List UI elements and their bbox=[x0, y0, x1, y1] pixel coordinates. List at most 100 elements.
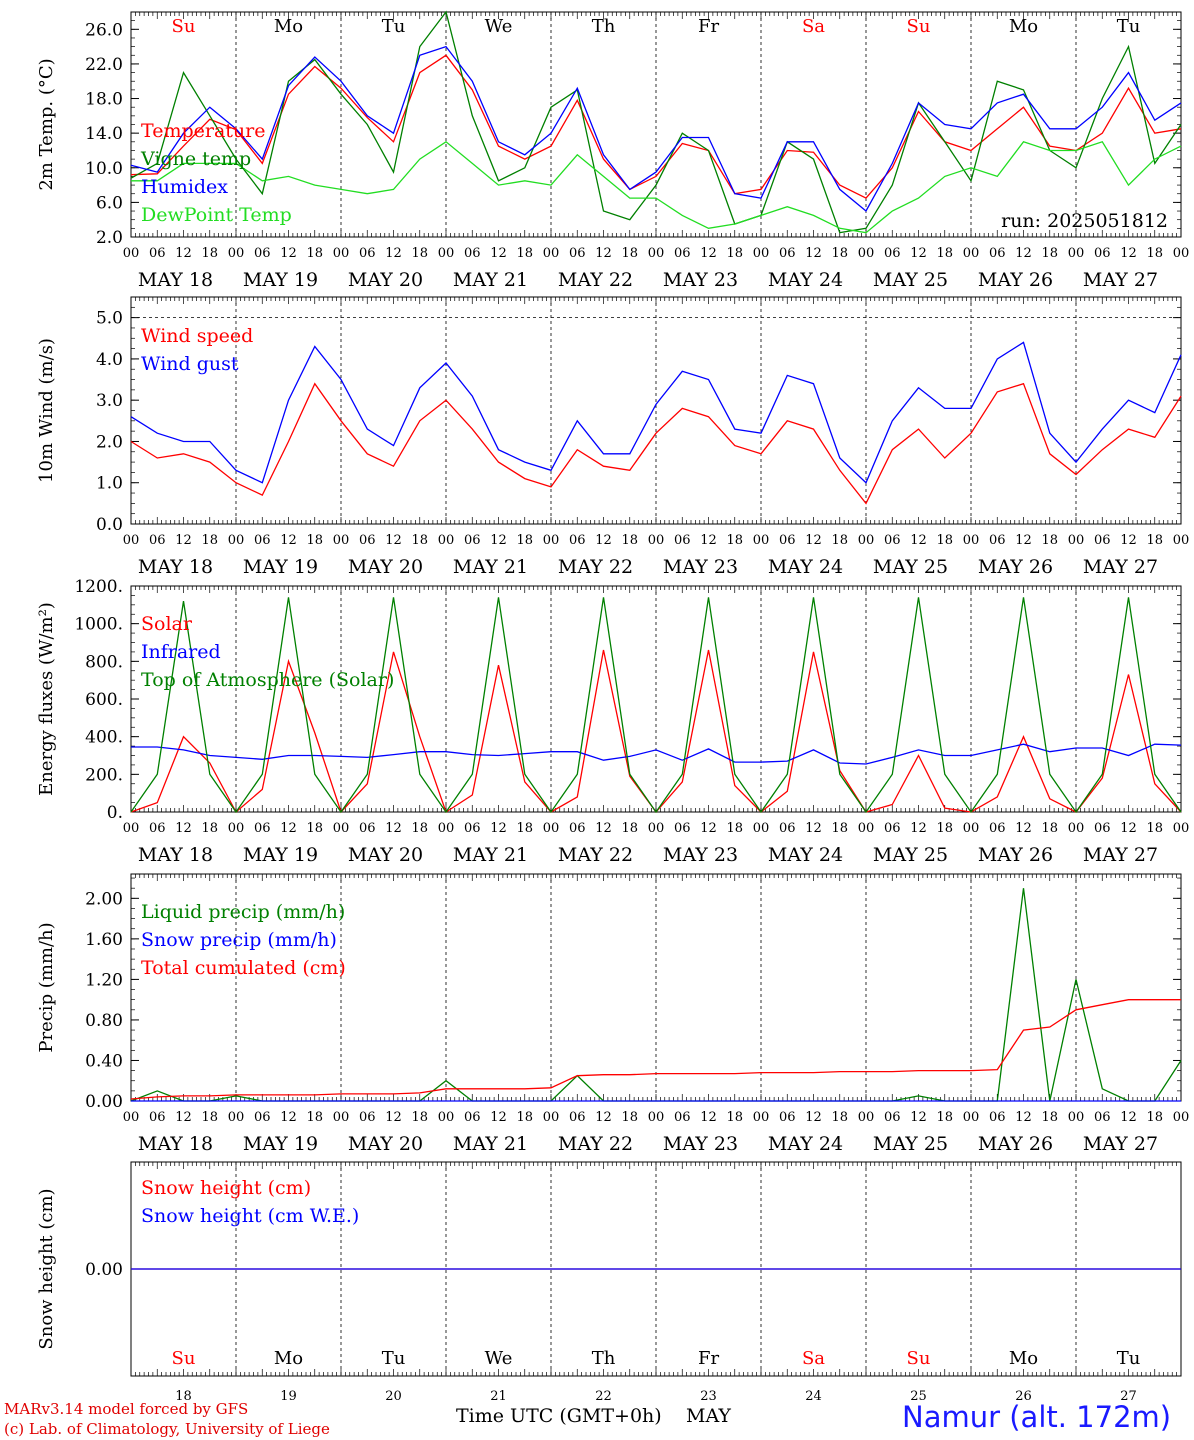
weekday-label: Mo bbox=[1009, 1348, 1038, 1369]
y-tick-label: 0.00 bbox=[85, 1260, 123, 1280]
x-hour-label: 18 bbox=[201, 533, 218, 548]
y-tick-label: 5.0 bbox=[96, 309, 123, 329]
x-hour-label: 00 bbox=[228, 1110, 245, 1125]
weekday-label: Th bbox=[592, 16, 616, 37]
x-hour-label: 06 bbox=[884, 533, 901, 548]
x-date-label: MAY 20 bbox=[348, 844, 423, 866]
x-hour-label: 00 bbox=[1173, 821, 1190, 836]
x-hour-label: 12 bbox=[595, 246, 612, 261]
y-axis-label: Snow height (cm) bbox=[36, 1188, 57, 1349]
x-hour-label: 12 bbox=[490, 246, 507, 261]
series-line-dewpoint-temp bbox=[131, 140, 1182, 234]
x-date-label: MAY 23 bbox=[663, 844, 738, 866]
y-tick-label: 26.0 bbox=[85, 20, 123, 40]
y-tick-label: 1000. bbox=[74, 615, 123, 635]
x-hour-label: 18 bbox=[201, 821, 218, 836]
x-hour-label: 06 bbox=[464, 246, 481, 261]
x-hour-label: 06 bbox=[254, 246, 271, 261]
x-hour-label: 18 bbox=[411, 246, 428, 261]
weekday-label: Fr bbox=[698, 16, 719, 37]
x-hour-label: 06 bbox=[884, 821, 901, 836]
x-hour-label: 18 bbox=[201, 1110, 218, 1125]
x-date-label: MAY 21 bbox=[453, 1133, 528, 1155]
x-hour-label: 06 bbox=[779, 1110, 796, 1125]
y-tick-label: 2.0 bbox=[96, 228, 123, 248]
x-hour-label: 12 bbox=[280, 821, 297, 836]
x-hour-label: 12 bbox=[490, 821, 507, 836]
x-hour-label: 06 bbox=[359, 1110, 376, 1125]
x-hour-label: 00 bbox=[228, 533, 245, 548]
run-label: run: 2025051812 bbox=[1001, 210, 1168, 232]
day-number-label: 27 bbox=[1120, 1389, 1137, 1404]
y-tick-label: 600. bbox=[85, 690, 123, 710]
x-hour-label: 00 bbox=[333, 533, 350, 548]
x-hour-label: 12 bbox=[1015, 533, 1032, 548]
x-hour-label: 12 bbox=[805, 821, 822, 836]
x-hour-label: 00 bbox=[333, 246, 350, 261]
x-hour-label: 00 bbox=[1173, 533, 1190, 548]
x-hour-label: 06 bbox=[569, 246, 586, 261]
y-tick-label: 0.80 bbox=[85, 1011, 123, 1031]
x-date-label: MAY 19 bbox=[243, 1133, 318, 1155]
x-hour-label: 18 bbox=[726, 533, 743, 548]
x-hour-label: 18 bbox=[516, 246, 533, 261]
credit-model: MARv3.14 model forced by GFS bbox=[4, 1400, 249, 1418]
x-hour-label: 18 bbox=[936, 533, 953, 548]
x-hour-label: 06 bbox=[569, 1110, 586, 1125]
x-hour-label: 18 bbox=[411, 821, 428, 836]
x-date-label: MAY 20 bbox=[348, 1133, 423, 1155]
series-line-total-cumulated-cm- bbox=[130, 999, 1181, 1100]
x-hour-label: 00 bbox=[963, 246, 980, 261]
legend-entry: Wind gust bbox=[141, 353, 239, 375]
day-number-label: 18 bbox=[175, 1389, 192, 1404]
x-hour-label: 00 bbox=[123, 821, 140, 836]
series-line-top-of-atmosphere-solar- bbox=[130, 597, 1182, 814]
x-hour-label: 18 bbox=[1041, 533, 1058, 548]
weekday-label: Mo bbox=[1009, 16, 1038, 37]
x-date-label: MAY 18 bbox=[138, 269, 213, 291]
x-hour-label: 06 bbox=[1094, 533, 1111, 548]
x-date-label: MAY 24 bbox=[768, 269, 843, 291]
y-tick-label: 400. bbox=[85, 728, 123, 748]
x-hour-label: 18 bbox=[516, 821, 533, 836]
legend-entry: Top of Atmosphere (Solar) bbox=[141, 669, 394, 691]
x-hour-label: 18 bbox=[936, 821, 953, 836]
series-line-infrared bbox=[131, 743, 1182, 765]
x-date-label: MAY 22 bbox=[558, 844, 633, 866]
x-hour-label: 12 bbox=[910, 821, 927, 836]
weekday-label: Tu bbox=[1117, 16, 1141, 37]
x-date-label: MAY 26 bbox=[978, 1133, 1053, 1155]
x-hour-label: 00 bbox=[648, 1110, 665, 1125]
x-hour-label: 12 bbox=[910, 246, 927, 261]
y-tick-label: 2.00 bbox=[85, 889, 123, 909]
legend-entry: Snow height (cm) bbox=[141, 1177, 311, 1199]
x-date-label: MAY 22 bbox=[558, 1133, 633, 1155]
x-hour-label: 06 bbox=[464, 1110, 481, 1125]
y-axis-label: 2m Temp. (°C) bbox=[36, 58, 57, 190]
x-hour-label: 18 bbox=[621, 533, 638, 548]
weekday-label: Sa bbox=[802, 16, 825, 37]
x-hour-label: 00 bbox=[123, 533, 140, 548]
x-hour-label: 00 bbox=[753, 533, 770, 548]
x-hour-label: 12 bbox=[700, 533, 717, 548]
y-tick-label: 18.0 bbox=[85, 90, 123, 110]
x-hour-label: 18 bbox=[306, 533, 323, 548]
legend-entry: Vigne temp bbox=[140, 148, 251, 170]
x-hour-label: 00 bbox=[858, 246, 875, 261]
x-hour-label: 00 bbox=[1068, 821, 1085, 836]
x-hour-label: 06 bbox=[254, 533, 271, 548]
x-hour-label: 18 bbox=[411, 533, 428, 548]
x-date-label: MAY 22 bbox=[558, 269, 633, 291]
x-hour-label: 12 bbox=[595, 1110, 612, 1125]
weekday-label: Tu bbox=[382, 16, 406, 37]
x-hour-label: 06 bbox=[989, 246, 1006, 261]
x-hour-label: 00 bbox=[1068, 1110, 1085, 1125]
legend-entry: Snow precip (mm/h) bbox=[141, 929, 337, 951]
x-hour-label: 00 bbox=[753, 821, 770, 836]
x-hour-label: 06 bbox=[779, 533, 796, 548]
x-hour-label: 00 bbox=[228, 821, 245, 836]
y-tick-label: 14.0 bbox=[85, 124, 123, 144]
day-number-label: 26 bbox=[1015, 1389, 1032, 1404]
x-hour-label: 12 bbox=[1120, 1110, 1137, 1125]
x-date-label: MAY 24 bbox=[768, 844, 843, 866]
